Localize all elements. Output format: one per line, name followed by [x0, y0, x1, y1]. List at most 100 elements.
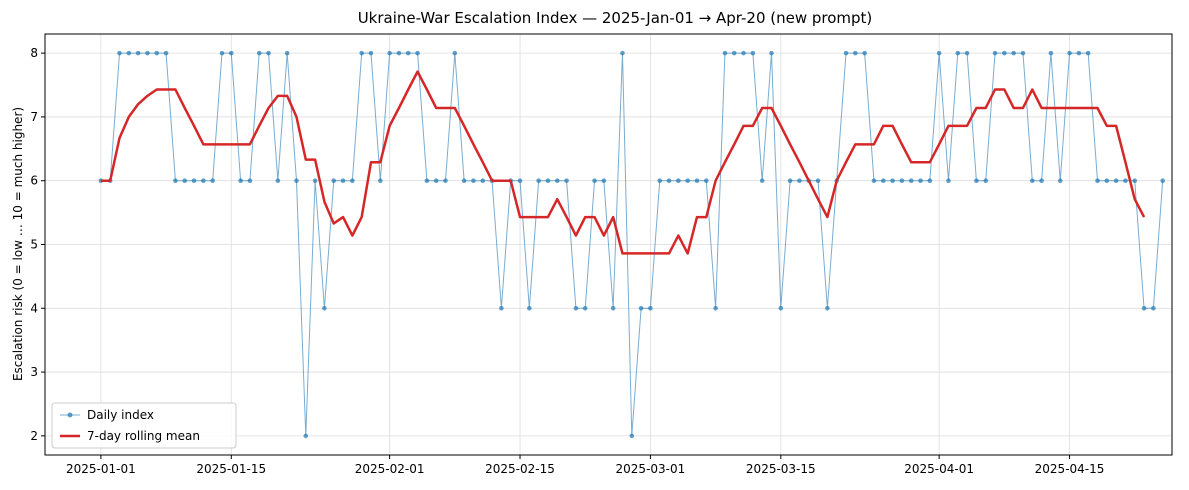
- daily-index-point: [303, 433, 309, 439]
- daily-index-point: [964, 50, 970, 56]
- daily-index-point: [983, 178, 989, 184]
- daily-index-point: [1160, 178, 1165, 184]
- daily-index-point: [564, 178, 569, 184]
- daily-index-point: [1020, 50, 1026, 56]
- y-tick-label: 4: [30, 301, 38, 315]
- y-tick-label: 8: [30, 46, 38, 60]
- daily-index-point: [853, 50, 858, 56]
- daily-index-point: [620, 50, 625, 56]
- daily-index-point: [638, 305, 644, 311]
- daily-index-point: [918, 178, 923, 184]
- daily-index-point: [219, 50, 225, 56]
- daily-index-point: [545, 178, 551, 184]
- daily-index-point: [1095, 178, 1100, 184]
- daily-index-point: [191, 178, 197, 184]
- y-axis-ticks: 2 3 4 5 6 7 8: [30, 46, 45, 443]
- daily-index-point: [238, 178, 243, 184]
- daily-index-point: [340, 178, 346, 184]
- daily-index-point: [266, 50, 271, 56]
- daily-index-point: [1076, 50, 1082, 56]
- daily-index-point: [703, 178, 709, 184]
- series-layer: [98, 50, 1165, 439]
- y-tick-label: 2: [30, 429, 38, 443]
- daily-index-point: [657, 178, 663, 184]
- daily-index-point: [1141, 305, 1147, 311]
- daily-index-point: [461, 178, 467, 184]
- daily-index-point: [1067, 50, 1072, 56]
- daily-index-point: [135, 50, 141, 56]
- x-tick-label: 2025-02-01: [355, 462, 425, 476]
- daily-index-point: [405, 50, 411, 56]
- daily-index-point: [601, 178, 607, 184]
- daily-index-point: [359, 50, 364, 56]
- daily-index-point: [1002, 50, 1007, 56]
- daily-index-point: [899, 178, 905, 184]
- daily-index-point: [843, 50, 849, 56]
- daily-index-point: [750, 50, 756, 56]
- x-tick-label: 2025-03-01: [616, 462, 686, 476]
- daily-index-point: [731, 50, 737, 56]
- daily-index-point: [145, 50, 150, 56]
- daily-index-point: [582, 305, 588, 311]
- legend: Daily index 7-day rolling mean: [51, 402, 237, 449]
- daily-index-point: [554, 178, 560, 184]
- daily-index-point: [480, 178, 486, 184]
- chart-title: Ukraine-War Escalation Index — 2025-Jan-…: [358, 9, 873, 27]
- daily-index-point: [210, 178, 215, 184]
- daily-index-point: [247, 178, 253, 184]
- daily-index-point: [927, 178, 933, 184]
- daily-index-point: [992, 50, 998, 56]
- daily-index-point: [396, 50, 402, 56]
- daily-index-point: [443, 178, 448, 184]
- daily-index-point: [946, 178, 951, 184]
- daily-index-point: [1057, 178, 1063, 184]
- daily-index-point: [629, 433, 635, 439]
- legend-rolling-label: 7-day rolling mean: [87, 429, 200, 443]
- x-tick-label: 2025-01-15: [196, 462, 266, 476]
- daily-index-point: [471, 178, 476, 184]
- daily-index-point: [1123, 178, 1128, 184]
- daily-index-point: [722, 50, 728, 56]
- daily-index-point: [676, 178, 681, 184]
- daily-index-point: [1104, 178, 1110, 184]
- daily-index-point: [536, 178, 541, 184]
- y-tick-label: 7: [30, 110, 38, 124]
- daily-index-point: [117, 50, 122, 56]
- daily-index-point: [666, 178, 672, 184]
- daily-index-point: [275, 178, 281, 184]
- daily-index-point: [126, 50, 132, 56]
- daily-index-point: [1085, 50, 1091, 56]
- x-tick-label: 2025-04-15: [1035, 462, 1105, 476]
- daily-index-point: [797, 178, 802, 184]
- daily-index-point: [936, 50, 942, 56]
- daily-index-point: [1151, 305, 1156, 311]
- daily-index-point: [378, 178, 383, 184]
- x-tick-label: 2025-01-01: [66, 462, 136, 476]
- rolling-mean-line: [100, 70, 1146, 255]
- plot-frame: [44, 33, 1173, 456]
- legend-daily-label: Daily index: [87, 408, 154, 422]
- daily-index-point: [387, 50, 392, 56]
- daily-index-point: [228, 50, 234, 56]
- daily-index-point: [573, 305, 579, 311]
- daily-index-point: [610, 305, 616, 311]
- daily-index-point: [955, 50, 961, 56]
- daily-index-point: [769, 50, 774, 56]
- daily-index-point: [648, 305, 653, 311]
- daily-index-point: [778, 305, 784, 311]
- daily-index-point: [368, 50, 374, 56]
- daily-index-point: [499, 305, 504, 311]
- daily-index-point: [592, 178, 597, 184]
- daily-index-point: [294, 178, 299, 184]
- y-axis-label: Escalation risk (0 = low … 10 = much hig…: [11, 107, 25, 381]
- daily-index-point: [154, 50, 160, 56]
- daily-index-point: [713, 305, 718, 311]
- daily-index-point: [517, 178, 523, 184]
- y-tick-label: 6: [30, 174, 38, 188]
- daily-index-point: [415, 50, 420, 56]
- daily-index-point: [974, 178, 979, 184]
- daily-index-point: [452, 50, 458, 56]
- daily-index-point: [787, 178, 793, 184]
- daily-index-point: [163, 50, 169, 56]
- daily-index-point: [256, 50, 262, 56]
